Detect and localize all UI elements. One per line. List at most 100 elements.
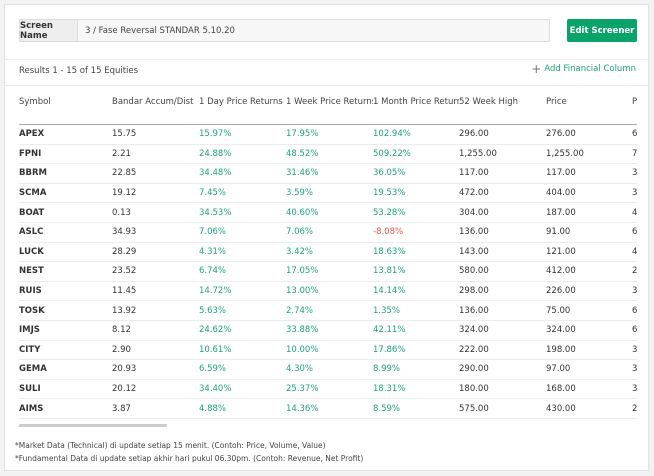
table-cell: 20.93 bbox=[112, 364, 137, 375]
table-cell: 2.21 bbox=[112, 148, 131, 159]
table-cell: 187.00 bbox=[546, 207, 576, 218]
symbol-link[interactable]: CITY bbox=[19, 344, 41, 355]
table-row[interactable]: SULI 20.12 34.40% 25.37% 18.31% 180.00 168.00 3 bbox=[19, 380, 637, 400]
table-row[interactable]: APEX 15.75 15.97% 17.95% 102.94% 296.00 276.00… bbox=[19, 125, 637, 145]
table-cell: 48.52% bbox=[286, 148, 319, 159]
table-cell: 276.00 bbox=[546, 129, 576, 140]
table-cell: 3 bbox=[632, 286, 637, 297]
table-cell: 324.00 bbox=[459, 325, 489, 336]
table-cell: 298.00 bbox=[459, 286, 489, 297]
table-cell: 18.63% bbox=[373, 246, 406, 257]
table-cell: 117.00 bbox=[459, 168, 489, 179]
table-cell: 143.00 bbox=[459, 246, 489, 257]
table-cell: 290.00 bbox=[459, 364, 489, 375]
column-header[interactable]: Price bbox=[546, 97, 567, 107]
table-cell: 7.06% bbox=[199, 227, 227, 238]
table-cell: 296.00 bbox=[459, 129, 489, 140]
footnotes: *Market Data (Technical) di update setia… bbox=[15, 439, 363, 465]
table-cell: 4.30% bbox=[286, 364, 314, 375]
symbol-link[interactable]: RUIS bbox=[19, 286, 42, 297]
table-cell: 19.53% bbox=[373, 188, 406, 199]
symbol-link[interactable]: GEMA bbox=[19, 364, 47, 375]
column-header[interactable]: Bandar Accum/Dist bbox=[112, 97, 194, 107]
screen-name-field[interactable]: Screen Name 3 / Fase Reversal STANDAR 5.… bbox=[19, 19, 550, 42]
table-cell: 304.00 bbox=[459, 207, 489, 218]
table-cell: 8.59% bbox=[373, 403, 401, 414]
column-header[interactable]: 52 Week High bbox=[459, 97, 519, 107]
symbol-link[interactable]: LUCK bbox=[19, 246, 44, 257]
add-financial-column-button[interactable]: + Add Financial Column bbox=[531, 62, 636, 76]
column-header[interactable]: Symbol bbox=[19, 97, 51, 107]
table-cell: 222.00 bbox=[459, 344, 489, 355]
table-row[interactable]: NEST 23.52 6.74% 17.05% 13.81% 580.00 412.00 2 bbox=[19, 262, 637, 282]
table-cell: 14.72% bbox=[199, 286, 232, 297]
symbol-link[interactable]: BOAT bbox=[19, 207, 45, 218]
table-cell: 17.95% bbox=[286, 129, 319, 140]
table-cell: 40.60% bbox=[286, 207, 319, 218]
divider bbox=[5, 85, 648, 86]
table-cell: 3.59% bbox=[286, 188, 314, 199]
symbol-link[interactable]: FPNI bbox=[19, 148, 42, 159]
table-row[interactable]: GEMA 20.93 6.59% 4.30% 8.99% 290.00 97.00 3 bbox=[19, 360, 637, 380]
table-cell: 226.00 bbox=[546, 286, 576, 297]
symbol-link[interactable]: BBRM bbox=[19, 168, 47, 179]
add-financial-column-label: Add Financial Column bbox=[544, 64, 636, 74]
column-header[interactable]: 1 Week Price Returns bbox=[286, 97, 373, 107]
table-cell: 136.00 bbox=[459, 305, 489, 316]
results-count: Results 1 - 15 of 15 Equities bbox=[19, 66, 139, 76]
table-cell: 3 bbox=[632, 384, 637, 395]
table-cell: 31.46% bbox=[286, 168, 319, 179]
column-header[interactable]: 1 Month Price Returns bbox=[373, 97, 459, 107]
symbol-link[interactable]: APEX bbox=[19, 129, 45, 140]
symbol-link[interactable]: NEST bbox=[19, 266, 44, 277]
table-cell: 6.59% bbox=[199, 364, 227, 375]
table-row[interactable]: ASLC 34.93 7.06% 7.06% -8.08% 136.00 91.00 6 bbox=[19, 223, 637, 243]
table-cell: 36.05% bbox=[373, 168, 406, 179]
symbol-link[interactable]: IMJS bbox=[19, 325, 40, 336]
table-cell: 3 bbox=[632, 344, 637, 355]
table-cell: 121.00 bbox=[546, 246, 576, 257]
table-row[interactable]: BBRM 22.85 34.48% 31.46% 36.05% 117.00 117.00 3 bbox=[19, 164, 637, 184]
table-row[interactable]: CITY 2.90 10.61% 10.00% 17.86% 222.00 198.00 3 bbox=[19, 341, 637, 361]
table-row[interactable]: SCMA 19.12 7.45% 3.59% 19.53% 472.00 404.00 3 bbox=[19, 184, 637, 204]
table-cell: -8.08% bbox=[373, 227, 404, 238]
horizontal-scrollbar[interactable] bbox=[19, 424, 167, 427]
table-row[interactable]: BOAT 0.13 34.53% 40.60% 53.28% 304.00 187.00 4 bbox=[19, 203, 637, 223]
table-cell: 4.31% bbox=[199, 246, 227, 257]
table-cell: 1,255.00 bbox=[459, 148, 497, 159]
table-row[interactable]: TOSK 13.92 5.63% 2.74% 1.35% 136.00 75.00 6 bbox=[19, 301, 637, 321]
table-row[interactable]: IMJS 8.12 24.62% 33.88% 42.11% 324.00 324.00 6 bbox=[19, 321, 637, 341]
table-cell: 6.74% bbox=[199, 266, 227, 277]
column-header[interactable]: P bbox=[632, 97, 637, 107]
table-cell: 509.22% bbox=[373, 148, 411, 159]
symbol-link[interactable]: TOSK bbox=[19, 305, 45, 316]
symbol-link[interactable]: AIMS bbox=[19, 403, 44, 414]
symbol-link[interactable]: ASLC bbox=[19, 227, 44, 238]
table-row[interactable]: RUIS 11.45 14.72% 13.00% 14.14% 298.00 226.00 3 bbox=[19, 282, 637, 302]
table-cell: 97.00 bbox=[546, 364, 571, 375]
table-cell: 13.81% bbox=[373, 266, 406, 277]
edit-screener-button[interactable]: Edit Screener bbox=[567, 19, 637, 42]
symbol-link[interactable]: SCMA bbox=[19, 188, 47, 199]
divider bbox=[5, 59, 648, 60]
table-row[interactable]: LUCK 28.29 4.31% 3.42% 18.63% 143.00 121.00 4 bbox=[19, 243, 637, 263]
screen-name-value[interactable]: 3 / Fase Reversal STANDAR 5.10.20 bbox=[85, 25, 235, 36]
plus-icon: + bbox=[531, 62, 542, 76]
table-cell: 8.12 bbox=[112, 325, 131, 336]
table-cell: 2 bbox=[632, 266, 637, 277]
table-cell: 2.74% bbox=[286, 305, 314, 316]
table-cell: 6 bbox=[632, 325, 637, 336]
table-row[interactable]: AIMS 3.87 4.88% 14.36% 8.59% 575.00 430.00 2 bbox=[19, 399, 637, 419]
screener-card: Screen Name 3 / Fase Reversal STANDAR 5.… bbox=[4, 4, 649, 471]
table-row[interactable]: FPNI 2.21 24.88% 48.52% 509.22% 1,255.00 1,255… bbox=[19, 145, 637, 165]
table-cell: 11.45 bbox=[112, 286, 137, 297]
table-cell: 3 bbox=[632, 168, 637, 179]
table-cell: 404.00 bbox=[546, 188, 576, 199]
table-cell: 75.00 bbox=[546, 305, 571, 316]
table-cell: 34.48% bbox=[199, 168, 232, 179]
table-cell: 117.00 bbox=[546, 168, 576, 179]
column-header[interactable]: 1 Day Price Returns (%) bbox=[199, 97, 286, 107]
table-cell: 24.88% bbox=[199, 148, 232, 159]
symbol-link[interactable]: SULI bbox=[19, 384, 41, 395]
table-cell: 168.00 bbox=[546, 384, 576, 395]
